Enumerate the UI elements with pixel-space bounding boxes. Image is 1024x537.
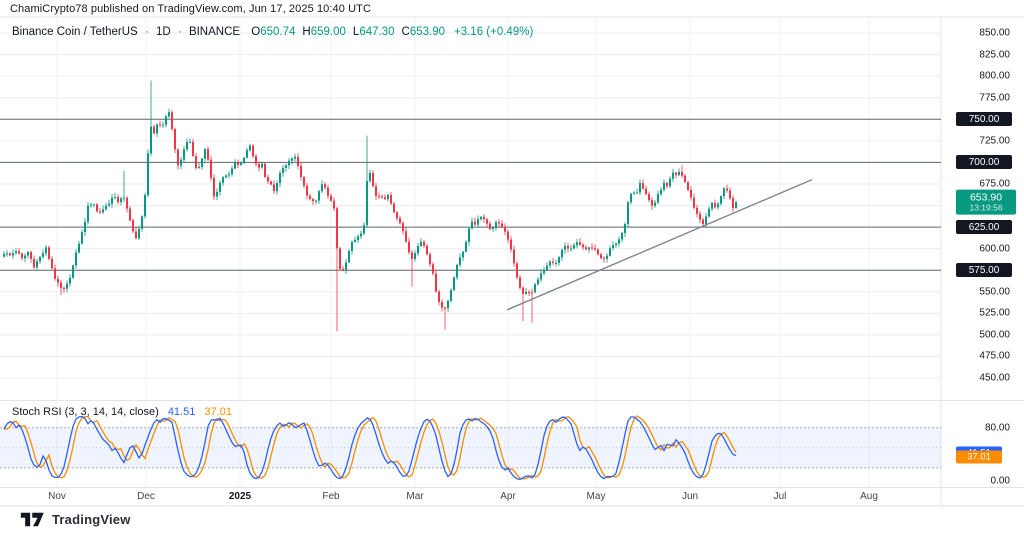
stoch-rsi-lines	[3, 415, 737, 480]
brand-name: TradingView	[52, 512, 131, 527]
tradingview-logo-icon	[20, 512, 44, 527]
stoch-rsi-legend[interactable]: Stoch RSI (3, 3, 14, 14, close) 41.51 37…	[12, 406, 232, 418]
price-axis-label: 675.00	[979, 178, 1010, 190]
rsi-axis-label: 0.00	[990, 475, 1010, 487]
close-label: C	[401, 26, 410, 38]
price-axis-label: 550.00	[979, 286, 1010, 298]
price-level-badge: 700.00	[956, 155, 1012, 170]
published-attribution: ChamiCrypto78 published on TradingView.c…	[10, 3, 372, 15]
bar-countdown: 13:19:56	[969, 202, 1003, 213]
high-label: H	[302, 26, 311, 38]
tradingview-attribution[interactable]: TradingView	[20, 512, 131, 527]
price-level-badge: 625.00	[956, 220, 1012, 235]
time-axis-label: Nov	[48, 491, 66, 502]
time-axis-label: May	[586, 491, 606, 502]
time-axis-label: Feb	[322, 491, 340, 502]
price-axis-label: 850.00	[979, 27, 1010, 39]
time-axis[interactable]: Nov Dec 2025 Feb Mar Apr May Jun Jul Aug	[0, 488, 941, 506]
low-label: L	[352, 26, 360, 38]
price-axis-label: 825.00	[979, 49, 1010, 61]
open-label: O	[251, 26, 261, 38]
stoch-d_badge: 37.01	[956, 450, 1002, 463]
change-value: +3.16 (+0.49%)	[454, 26, 534, 38]
price-axis-label: 725.00	[979, 135, 1010, 147]
stoch-k-value: 41.51	[167, 406, 196, 418]
time-axis-label: Apr	[500, 491, 516, 502]
time-axis-label: 2025	[228, 491, 252, 502]
price-level-badge: 750.00	[956, 112, 1012, 127]
current-price-badge: 653.90 13:19:56	[956, 189, 1016, 215]
price-axis-label: 450.00	[979, 372, 1010, 384]
current-price: 653.90	[969, 191, 1003, 204]
level-lines[interactable]	[0, 118, 941, 271]
price-axis-label: 800.00	[979, 70, 1010, 82]
legend-separator: ·	[144, 26, 149, 38]
exchange-label: BINANCE	[188, 26, 241, 38]
price-axis-label: 600.00	[979, 243, 1010, 255]
high-value: 659.00	[310, 26, 346, 38]
symbol-name: Binance Coin / TetherUS	[12, 26, 138, 38]
price-axis-label: 775.00	[979, 92, 1010, 104]
rsi-band	[0, 427, 941, 469]
price-level-badge: 575.00	[956, 263, 1012, 278]
panel-frame	[0, 16, 1024, 507]
symbol-legend[interactable]: Binance Coin / TetherUS · 1D · BINANCE O…	[12, 26, 533, 38]
legend-separator: ·	[177, 26, 182, 38]
price-axis-label: 525.00	[979, 307, 1010, 319]
time-axis-label: Aug	[860, 491, 878, 502]
low-value: 647.30	[359, 26, 395, 38]
trendline[interactable]	[506, 178, 813, 311]
open-value: 650.74	[260, 26, 296, 38]
time-axis-label: Dec	[137, 491, 155, 502]
price-axis-label: 475.00	[979, 350, 1010, 362]
stoch-d-value: 37.01	[204, 406, 232, 418]
indicator-name: Stoch RSI (3, 3, 14, 14, close)	[12, 406, 159, 418]
price-axis[interactable]: 653.90 13:19:56 850.00 825.00 800.00 775.00…	[941, 17, 1024, 506]
time-axis-label: Jun	[681, 491, 699, 502]
rsi-axis-label: 80.00	[984, 422, 1010, 434]
time-axis-label: Jul	[773, 491, 787, 502]
candles-layer	[3, 80, 737, 332]
price-axis-label: 500.00	[979, 329, 1010, 341]
close-value: 653.90	[409, 26, 445, 38]
time-axis-label: Mar	[406, 491, 424, 502]
interval-label: 1D	[155, 26, 171, 38]
